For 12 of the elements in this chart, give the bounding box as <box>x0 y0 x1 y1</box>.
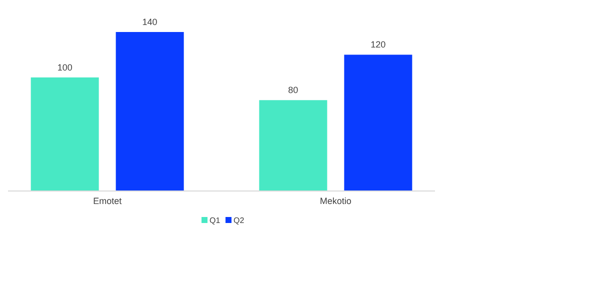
x-tick-label: Emotet <box>93 196 122 206</box>
bar <box>116 32 184 191</box>
x-tick-label: Mekotio <box>320 196 352 206</box>
bar <box>30 77 99 191</box>
bar <box>344 54 412 191</box>
data-label: 80 <box>288 85 298 96</box>
bar <box>259 100 328 191</box>
data-label: 140 <box>142 17 158 27</box>
data-label: 120 <box>370 40 386 50</box>
legend-label: Q2 <box>234 216 245 225</box>
legend-label: Q1 <box>210 216 221 225</box>
data-label: 100 <box>57 62 72 72</box>
